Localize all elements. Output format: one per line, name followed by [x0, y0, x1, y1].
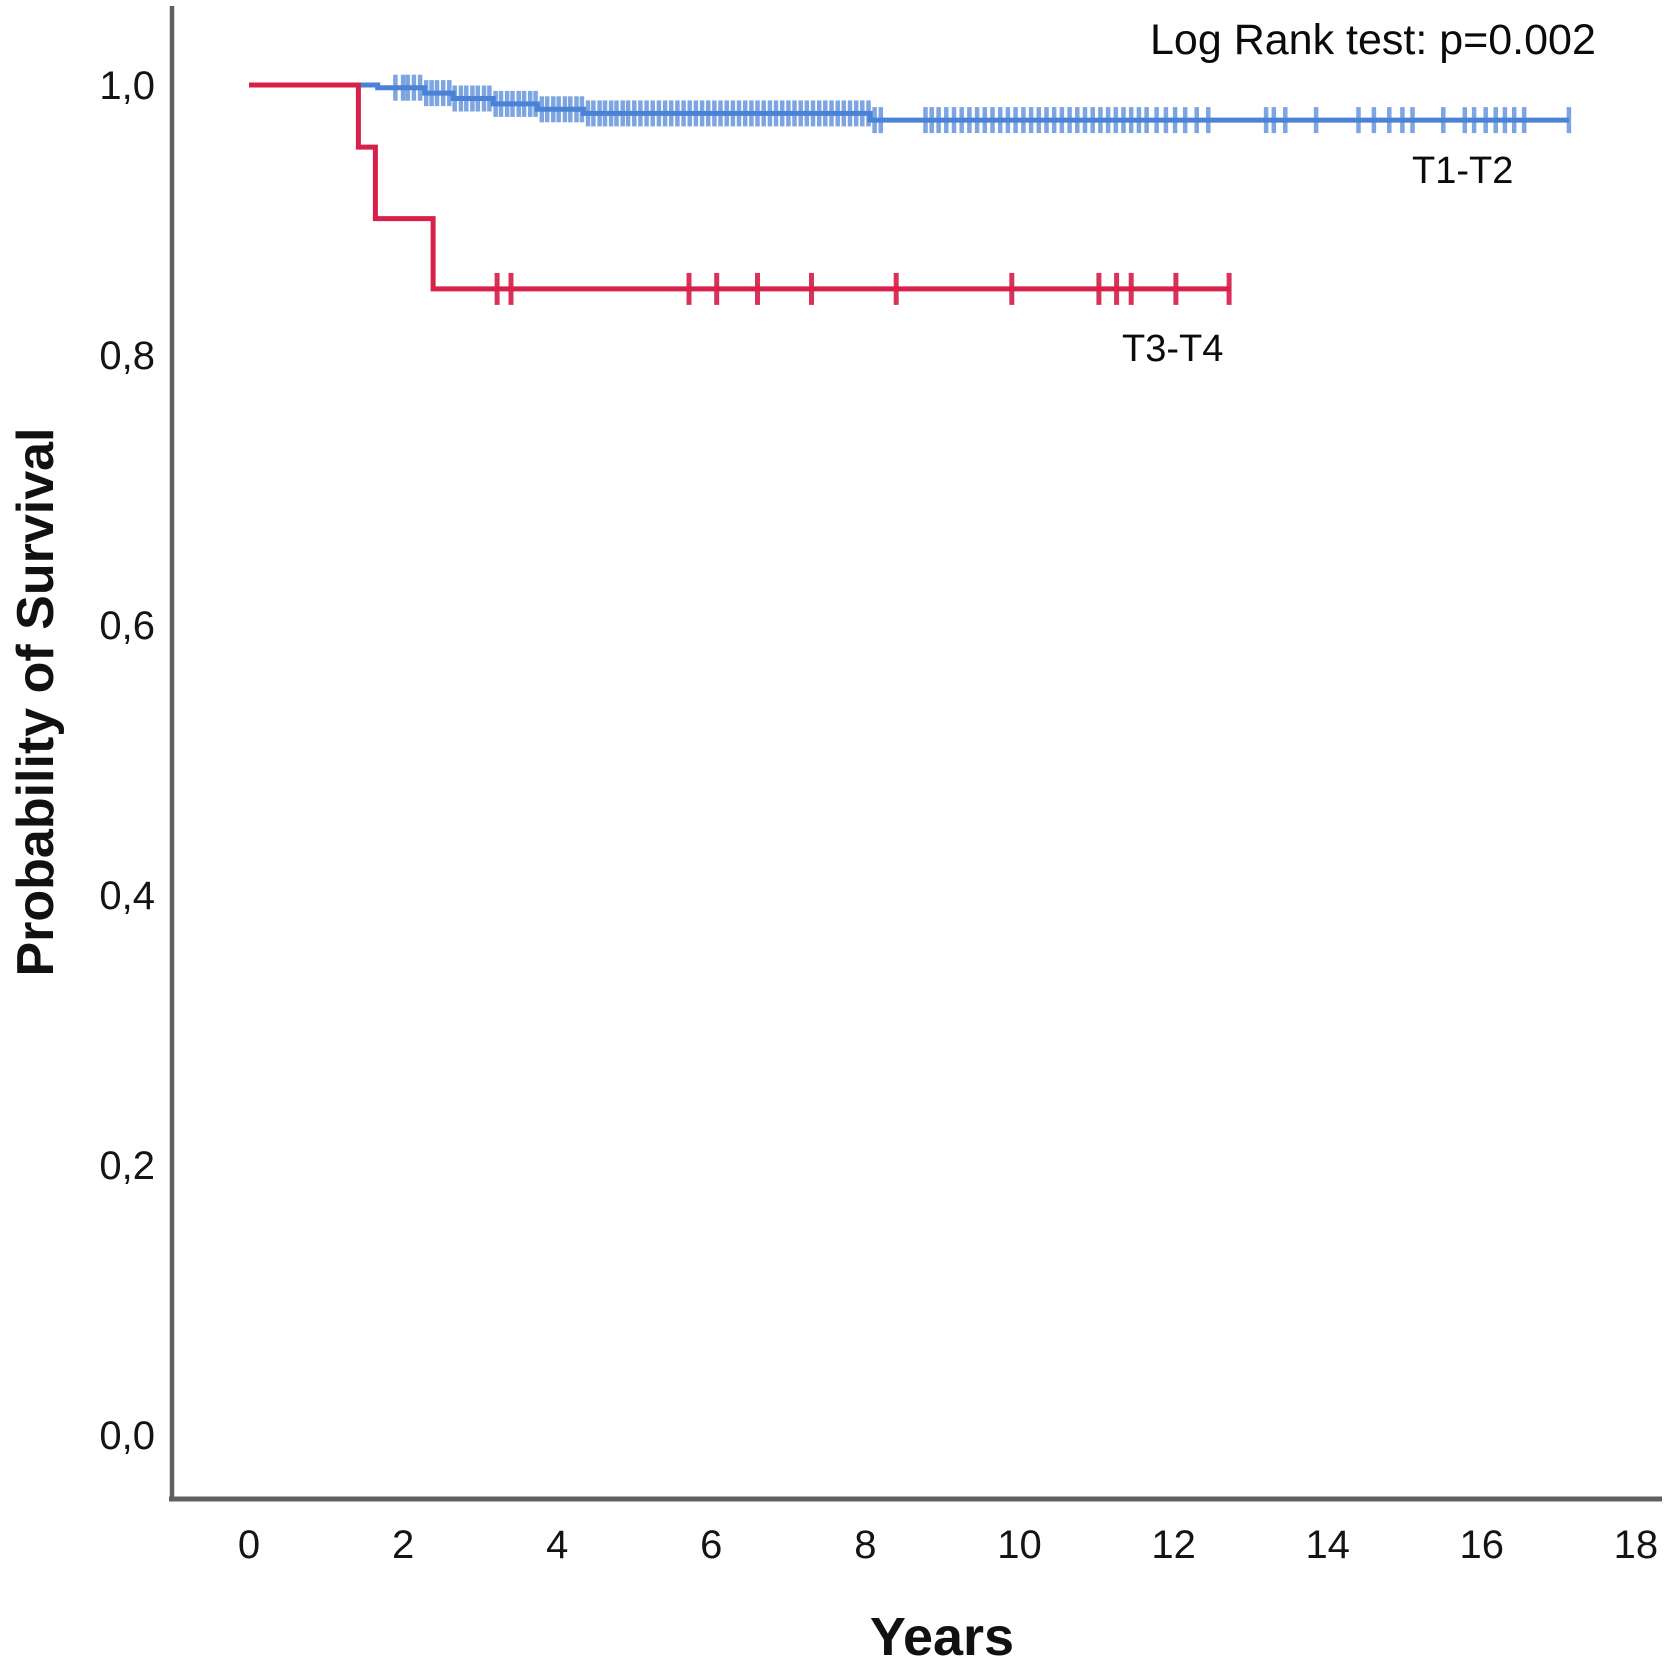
x-tick-label: 6 — [700, 1523, 722, 1567]
y-tick-label: 0,6 — [99, 604, 155, 648]
x-tick-label: 14 — [1305, 1523, 1350, 1567]
y-tick-label: 0,0 — [99, 1414, 155, 1458]
x-tick-label: 12 — [1151, 1523, 1196, 1567]
x-tick-label: 10 — [997, 1523, 1042, 1567]
series-label-t3-t4: T3-T4 — [1122, 328, 1224, 370]
log-rank-annotation: Log Rank test: p=0.002 — [1150, 16, 1596, 64]
series-label-t1-t2: T1-T2 — [1412, 150, 1514, 192]
x-axis-title: Years — [869, 1607, 1015, 1667]
x-tick-label: 2 — [392, 1523, 414, 1567]
x-tick-label: 18 — [1614, 1523, 1659, 1567]
x-tick-label: 0 — [238, 1523, 260, 1567]
y-tick-label: 0,2 — [99, 1144, 155, 1188]
x-tick-label: 8 — [854, 1523, 876, 1567]
x-tick-label: 16 — [1460, 1523, 1505, 1567]
t1-t2-curve — [249, 82, 1569, 123]
y-tick-label: 1,0 — [99, 64, 155, 108]
x-tick-label: 4 — [546, 1523, 568, 1567]
y-tick-label: 0,4 — [99, 874, 155, 918]
y-tick-label: 0,8 — [99, 334, 155, 378]
y-axis-title: Probability of Survival — [7, 427, 65, 977]
t3-t4-curve — [249, 82, 1231, 292]
